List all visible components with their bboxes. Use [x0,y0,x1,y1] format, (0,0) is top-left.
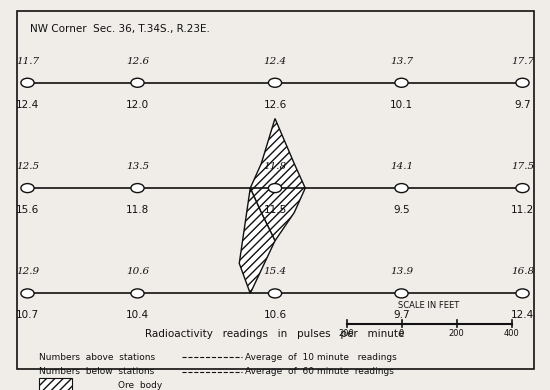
Text: Average  of  60 minute  readings: Average of 60 minute readings [245,367,394,376]
Text: 11.8: 11.8 [126,205,149,215]
Circle shape [268,289,282,298]
Circle shape [131,184,144,193]
Polygon shape [39,378,72,390]
Text: 11.8: 11.8 [263,162,287,171]
Text: Numbers  above  stations: Numbers above stations [39,353,155,362]
Circle shape [395,184,408,193]
Text: 15.4: 15.4 [263,268,287,277]
Text: 10.7: 10.7 [16,310,39,320]
Text: 200: 200 [449,329,464,338]
Text: NW Corner  Sec. 36, T.34S., R.23E.: NW Corner Sec. 36, T.34S., R.23E. [30,25,210,34]
Text: 12.5: 12.5 [16,162,39,171]
Text: 16.8: 16.8 [511,268,534,277]
Text: 0: 0 [399,329,404,338]
Text: 12.4: 12.4 [511,310,534,320]
Text: 12.0: 12.0 [126,100,149,110]
Text: 11.2: 11.2 [511,205,534,215]
Circle shape [395,78,408,87]
Text: SCALE IN FEET: SCALE IN FEET [398,301,460,310]
Text: 200: 200 [339,329,354,338]
Circle shape [268,78,282,87]
Text: 11.5: 11.5 [263,205,287,215]
Text: 12.9: 12.9 [16,268,39,277]
Text: 10.6: 10.6 [263,310,287,320]
Text: 12.4: 12.4 [16,100,39,110]
Circle shape [21,184,34,193]
Circle shape [21,289,34,298]
Circle shape [131,78,144,87]
Text: 13.7: 13.7 [390,57,413,66]
Text: 10.6: 10.6 [126,268,149,277]
Circle shape [516,78,529,87]
Text: 12.6: 12.6 [126,57,149,66]
Text: 10.4: 10.4 [126,310,149,320]
Text: 12.6: 12.6 [263,100,287,110]
Text: 400: 400 [504,329,519,338]
Text: 11.7: 11.7 [16,57,39,66]
Circle shape [21,78,34,87]
Text: 13.9: 13.9 [390,268,413,277]
Text: 9.5: 9.5 [393,205,410,215]
Text: 13.5: 13.5 [126,162,149,171]
Text: Numbers  below  stations: Numbers below stations [39,367,154,376]
Text: 9.7: 9.7 [393,310,410,320]
Text: 10.1: 10.1 [390,100,413,110]
Text: 12.4: 12.4 [263,57,287,66]
Text: 9.7: 9.7 [514,100,531,110]
Circle shape [516,289,529,298]
Circle shape [131,289,144,298]
Circle shape [395,289,408,298]
Text: 17.7: 17.7 [511,57,534,66]
Text: 15.6: 15.6 [16,205,39,215]
Text: Radioactivity   readings   in   pulses   per   minute: Radioactivity readings in pulses per min… [145,328,405,339]
Text: Ore  body: Ore body [118,381,162,390]
Text: 17.5: 17.5 [511,162,534,171]
Polygon shape [239,188,275,293]
Circle shape [516,184,529,193]
Polygon shape [250,119,305,241]
Text: Average  of  10 minute   readings: Average of 10 minute readings [245,353,397,362]
Text: 14.1: 14.1 [390,162,413,171]
Circle shape [268,184,282,193]
